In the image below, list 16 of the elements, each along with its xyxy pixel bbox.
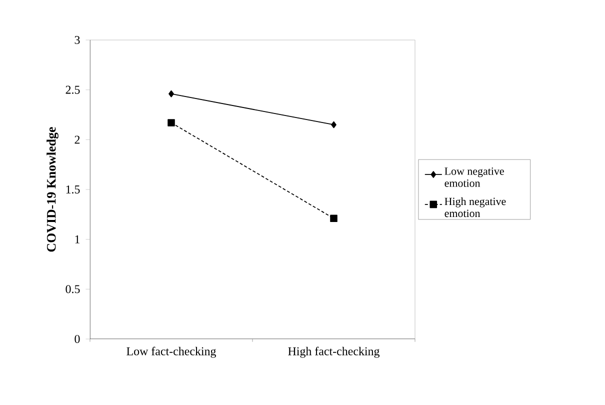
x-tick-label: Low fact-checking — [126, 346, 216, 358]
point — [331, 121, 336, 128]
point — [168, 119, 175, 126]
y-axis-title: COVID-19 Knowledge — [46, 127, 58, 252]
y-tick-label: 0.5 — [66, 285, 80, 294]
x-tick-label: High fact-checking — [288, 346, 380, 358]
point — [168, 90, 174, 98]
y-tick-label: 2 — [74, 136, 80, 144]
y-tick-label: 1 — [75, 235, 80, 244]
y-tick-label: 0 — [74, 334, 80, 344]
y-tick-label: 2.5 — [66, 86, 80, 94]
y-tick-label: 3 — [74, 36, 80, 44]
point — [330, 214, 338, 222]
y-tick-label: 1.5 — [66, 185, 80, 194]
legend-label: High negative emotion — [444, 197, 506, 218]
legend-label: Low negative emotion — [444, 168, 504, 187]
